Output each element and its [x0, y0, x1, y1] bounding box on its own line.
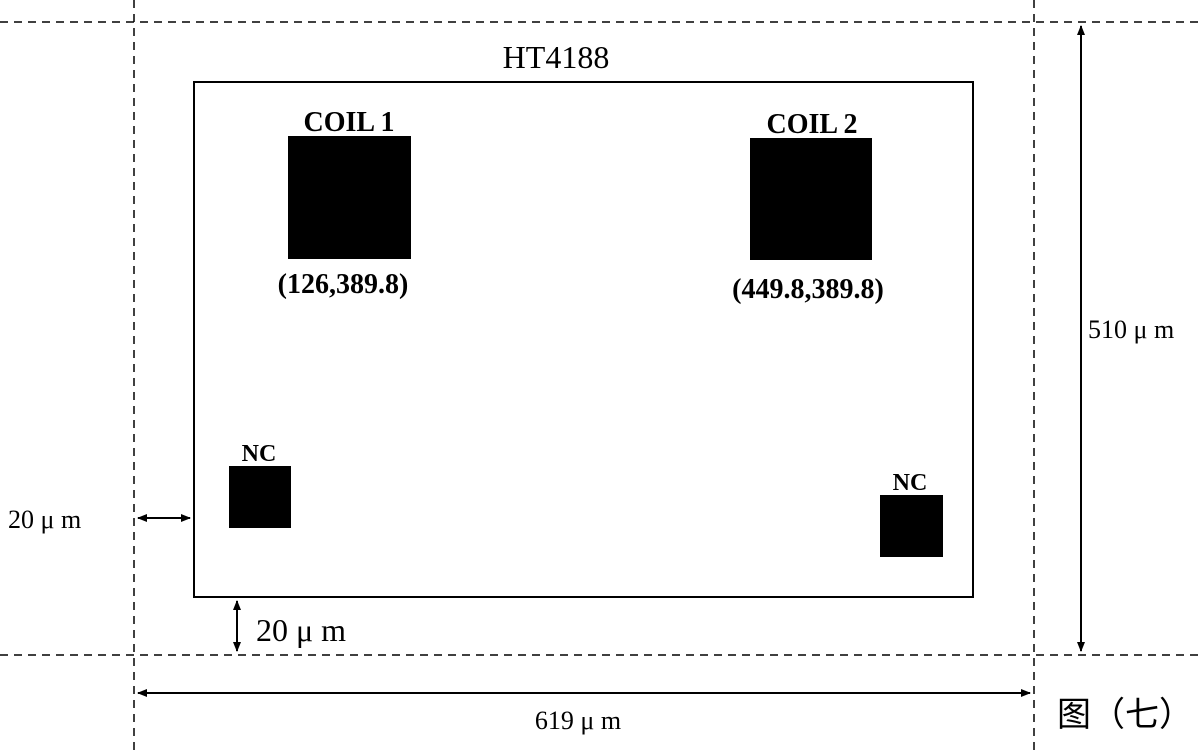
figure-caption: 图（七）	[1057, 696, 1193, 734]
chip-name-label: HT4188	[503, 39, 610, 75]
coil2-coordinate: (449.8,389.8)	[732, 274, 884, 305]
nc-left-pad	[229, 466, 291, 528]
coil1-label: COIL 1	[303, 107, 394, 138]
nc-right-label: NC	[893, 470, 928, 496]
left-gap-label: 20 μ m	[8, 505, 81, 534]
coil2-label: COIL 2	[766, 109, 857, 140]
coil2-pad	[750, 138, 872, 260]
nc-right-pad	[880, 495, 943, 557]
coil1-coordinate: (126,389.8)	[278, 269, 409, 300]
chip-outline	[193, 81, 974, 598]
width-dimension-label: 619 μ m	[535, 706, 621, 735]
coil1-pad	[288, 136, 411, 259]
height-dimension-label: 510 μ m	[1088, 315, 1174, 344]
bottom-gap-label: 20 μ m	[256, 612, 346, 648]
nc-left-label: NC	[242, 441, 277, 467]
